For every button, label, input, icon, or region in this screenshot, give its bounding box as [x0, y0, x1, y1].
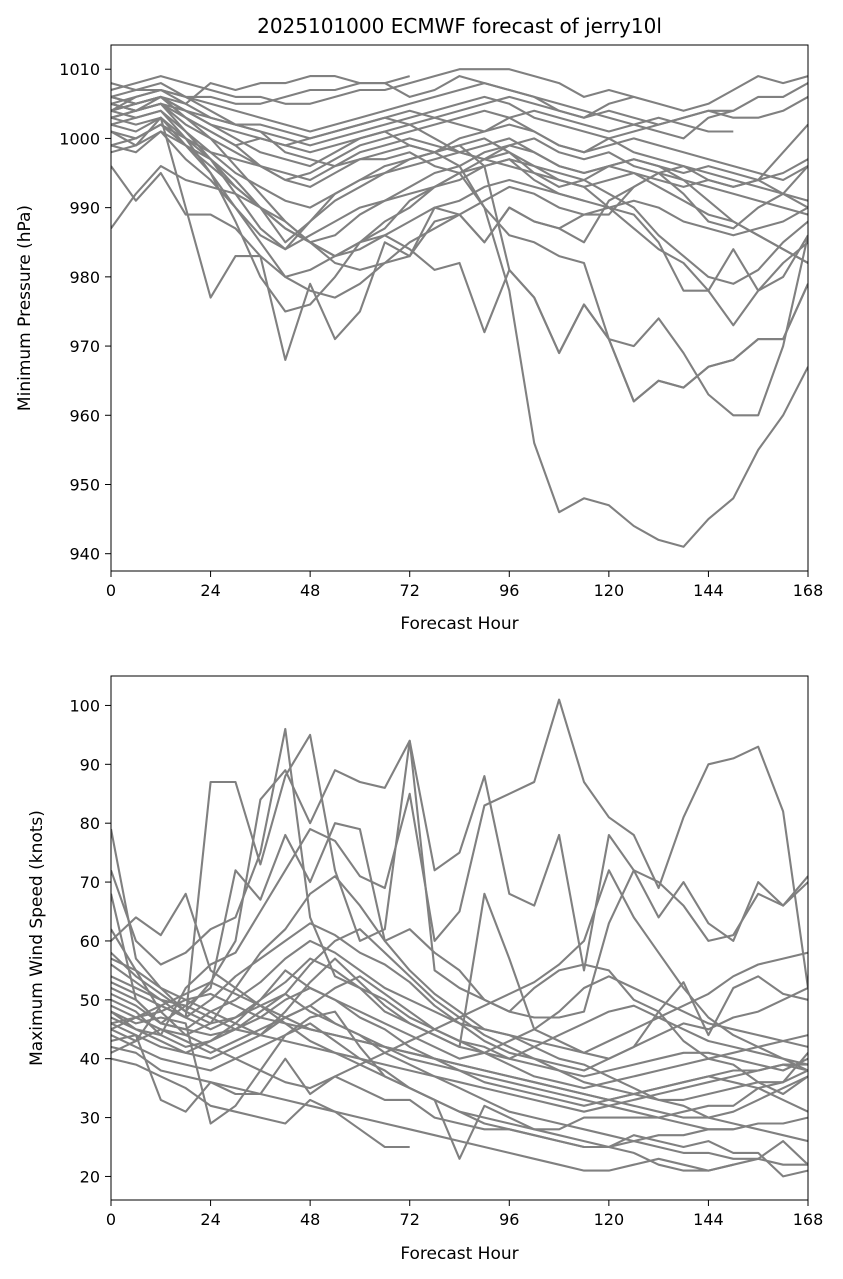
plot-frame — [110, 675, 809, 1201]
series-line-member-13 — [111, 1057, 410, 1149]
series-line-member-18 — [111, 109, 808, 264]
x-axis-label: Forecast Hour — [400, 1244, 518, 1264]
series-line-member-23 — [111, 1010, 808, 1160]
x-tick-label: 0 — [106, 1210, 116, 1229]
y-tick-label: 1000 — [59, 129, 100, 148]
series-line-member-26 — [111, 992, 808, 1113]
y-tick-label: 40 — [80, 1050, 100, 1069]
series-line-member-02 — [111, 733, 808, 1043]
x-tick-label: 168 — [793, 1210, 824, 1229]
y-tick-label: 80 — [80, 814, 100, 833]
series-line-member-19 — [111, 957, 808, 1078]
series-line-member-15 — [111, 957, 808, 1066]
y-tick-label: 90 — [80, 755, 100, 774]
series-line-member-24 — [111, 165, 808, 403]
y-tick-label: 100 — [69, 696, 100, 715]
y-tick-label: 60 — [80, 932, 100, 951]
x-tick-label: 96 — [499, 581, 519, 600]
series-line-member-21 — [111, 1034, 808, 1172]
wind-panel: 0 24 48 72 96 120 144 168 20 30 40 50 60 70 80 90 100 For… — [27, 675, 824, 1264]
series-group — [111, 698, 808, 1178]
series-group — [111, 68, 808, 548]
y-tick-label: 70 — [80, 873, 100, 892]
x-tick-label: 120 — [594, 581, 625, 600]
y-tick-label: 950 — [69, 475, 100, 494]
y-tick-label: 20 — [80, 1167, 100, 1186]
x-tick-label: 144 — [693, 1210, 724, 1229]
x-tick-label: 48 — [300, 1210, 320, 1229]
pressure-panel: 0 24 48 72 96 120 144 168 940 950 960 970 980 990 1000… — [15, 14, 823, 634]
series-line-member-10 — [111, 1004, 808, 1166]
y-tick-label: 960 — [69, 406, 100, 425]
series-line-member-19 — [111, 95, 585, 258]
x-axis-label: Forecast Hour — [400, 614, 518, 634]
y-tick-label: 980 — [69, 268, 100, 287]
x-tick-label: 72 — [400, 581, 420, 600]
x-tick-label: 168 — [793, 581, 824, 600]
x-tick-label: 24 — [200, 581, 220, 600]
series-line-member-18 — [111, 992, 734, 1131]
series-line-member-07 — [111, 123, 808, 258]
y-axis-label: Maximum Wind Speed (knots) — [27, 810, 47, 1066]
x-tick-label: 24 — [200, 1210, 220, 1229]
y-tick-label: 1010 — [59, 60, 100, 79]
series-line-member-22 — [111, 957, 808, 1113]
y-tick-label: 30 — [80, 1109, 100, 1128]
series-line-member-03 — [111, 102, 808, 417]
x-tick-label: 48 — [300, 581, 320, 600]
series-line-member-25 — [111, 869, 808, 1090]
series-line-member-21 — [111, 102, 808, 251]
y-axis-label: Minimum Pressure (hPa) — [15, 205, 35, 411]
plot-frame — [110, 44, 809, 572]
y-tick-label: 940 — [69, 545, 100, 564]
series-line-member-05 — [111, 822, 808, 1096]
x-tick-label: 72 — [400, 1210, 420, 1229]
series-line-member-17 — [111, 130, 808, 285]
series-line-member-22 — [111, 130, 808, 244]
series-line-member-25 — [111, 116, 808, 361]
x-tick-label: 144 — [693, 581, 724, 600]
x-tick-label: 120 — [594, 1210, 625, 1229]
y-tick-label: 990 — [69, 199, 100, 218]
series-line-member-09 — [111, 82, 808, 202]
x-tick-label: 0 — [106, 581, 116, 600]
series-line-member-13 — [111, 75, 635, 119]
series-line-member-11 — [111, 68, 808, 112]
series-line-member-10 — [111, 82, 808, 140]
y-tick-label: 50 — [80, 991, 100, 1010]
chart-title: 2025101000 ECMWF forecast of jerry10l — [257, 14, 662, 38]
series-line-member-03 — [111, 739, 808, 1019]
series-line-member-20 — [111, 892, 808, 1178]
x-tick-label: 96 — [499, 1210, 519, 1229]
y-tick-label: 970 — [69, 337, 100, 356]
series-line-member-23 — [111, 95, 734, 168]
series-line-member-08 — [111, 939, 808, 1054]
series-line-member-24 — [111, 975, 808, 1060]
series-line-member-15 — [111, 102, 734, 140]
